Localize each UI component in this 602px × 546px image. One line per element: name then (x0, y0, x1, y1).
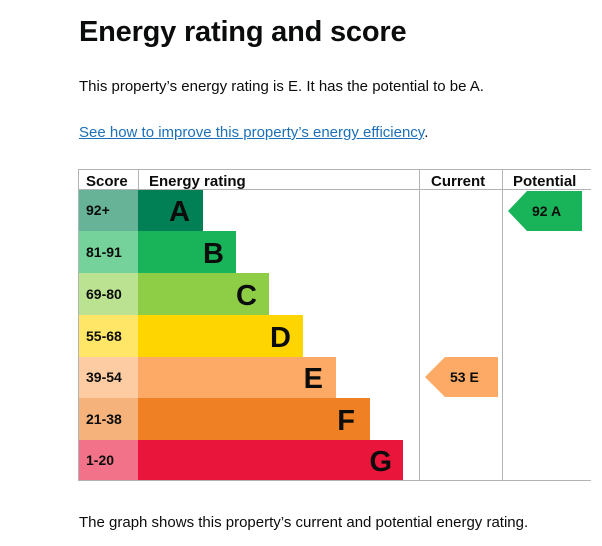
band-a-score: 92+ (86, 202, 110, 218)
band-b-score-cell (79, 231, 138, 273)
band-e-bar (138, 357, 336, 398)
current-rating-arrow (425, 357, 498, 397)
potential-rating-arrow (508, 191, 582, 231)
band-d-bar (138, 315, 303, 357)
band-a-score-cell (79, 190, 138, 231)
potential-rating-label: 92 A (532, 203, 561, 219)
band-d-score-cell (79, 315, 138, 357)
band-c-letter: C (236, 280, 257, 312)
band-a-letter: A (169, 196, 190, 228)
band-f-score-cell (79, 398, 138, 440)
band-e-score: 39-54 (86, 369, 122, 385)
band-b-bar (138, 231, 236, 273)
band-a: 92+ A (79, 190, 203, 231)
band-c-bar (138, 273, 269, 315)
improve-efficiency-link[interactable]: See how to improve this property’s energ… (79, 124, 425, 141)
band-f-bar (138, 398, 370, 440)
band-c: 69-80 C (79, 273, 269, 315)
potential-rating-marker: 92 A (508, 191, 582, 231)
band-f-letter: F (337, 405, 355, 437)
page-title: Energy rating and score (79, 16, 407, 48)
header-score: Score (86, 173, 128, 190)
band-d-score: 55-68 (86, 328, 122, 344)
band-e-letter: E (304, 363, 323, 395)
band-g-score: 1-20 (86, 452, 114, 468)
link-suffix: . (424, 124, 429, 141)
band-e: 39-54 E (79, 357, 336, 398)
header-potential: Potential (513, 173, 576, 190)
header-energy-rating: Energy rating (149, 173, 246, 190)
band-g-letter: G (369, 446, 392, 478)
current-rating-marker: 53 E (425, 357, 498, 397)
band-b: 81-91 B (79, 231, 236, 273)
band-g-score-cell (79, 440, 138, 480)
rating-summary: This property’s energy rating is E. It h… (79, 78, 484, 95)
band-e-score-cell (79, 357, 138, 398)
band-c-score: 69-80 (86, 286, 122, 302)
band-a-bar (138, 190, 203, 231)
band-f: 21-38 F (79, 398, 370, 440)
band-b-letter: B (203, 238, 224, 270)
band-f-score: 21-38 (86, 411, 122, 427)
graph-description: The graph shows this property’s current … (79, 514, 529, 531)
graph-frame (78, 169, 591, 481)
header-current: Current (431, 173, 485, 190)
band-c-score-cell (79, 273, 138, 315)
band-d: 55-68 D (79, 315, 303, 357)
band-d-letter: D (270, 322, 291, 354)
band-g: 1-20 G (79, 440, 403, 480)
improvement-link-line: See how to improve this property’s energ… (79, 124, 428, 141)
band-b-score: 81-91 (86, 244, 122, 260)
band-g-bar (138, 440, 403, 480)
current-rating-label: 53 E (450, 369, 479, 385)
